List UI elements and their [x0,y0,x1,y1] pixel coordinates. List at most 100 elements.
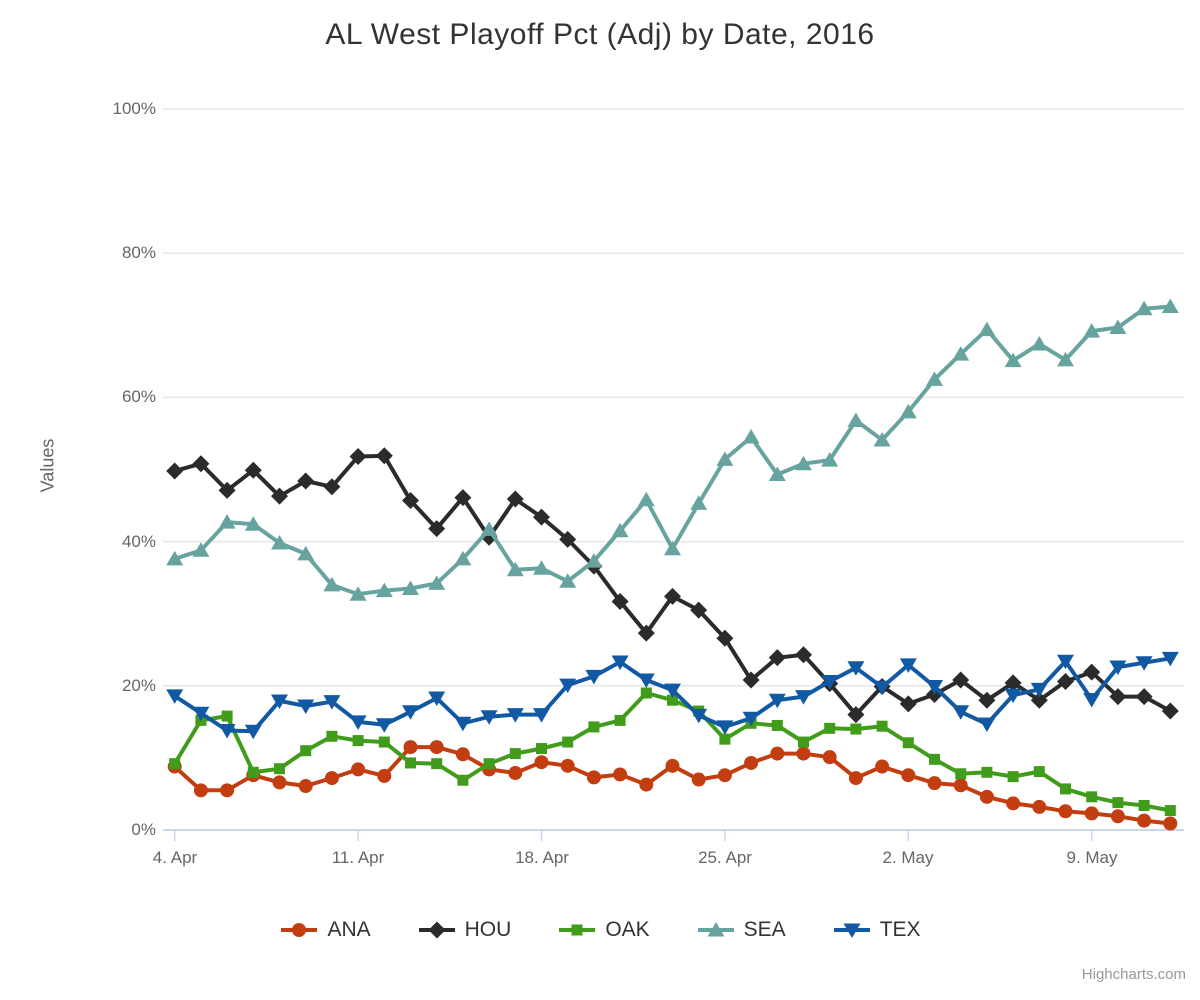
data-point-HOU-0[interactable] [166,462,184,480]
data-point-SEA-27[interactable] [873,431,891,447]
data-point-SEA-11[interactable] [454,550,472,566]
data-point-ANA-15[interactable] [560,758,575,773]
data-point-OAK-0[interactable] [169,758,181,770]
data-point-OAK-4[interactable] [274,763,285,775]
data-point-SEA-2[interactable] [218,514,236,529]
data-point-SEA-14[interactable] [533,560,550,575]
data-point-HOU-6[interactable] [323,478,341,496]
data-point-TEX-2[interactable] [218,724,236,739]
data-point-SEA-37[interactable] [1135,300,1153,316]
data-point-OAK-10[interactable] [431,758,443,770]
data-point-TEX-37[interactable] [1135,656,1153,671]
data-point-OAK-8[interactable] [378,736,390,748]
data-point-SEA-25[interactable] [821,452,839,467]
data-point-ANA-21[interactable] [717,768,732,783]
data-point-HOU-38[interactable] [1161,702,1179,720]
data-point-SEA-33[interactable] [1030,336,1048,351]
data-point-HOU-13[interactable] [506,490,524,508]
data-point-HOU-14[interactable] [533,508,550,526]
data-point-TEX-21[interactable] [716,720,734,735]
data-point-SEA-6[interactable] [323,576,341,592]
data-point-HOU-31[interactable] [978,691,996,709]
data-point-TEX-22[interactable] [742,711,760,727]
data-point-SEA-5[interactable] [297,545,315,561]
data-point-SEA-17[interactable] [611,522,629,538]
data-point-TEX-23[interactable] [768,693,786,709]
data-point-HOU-26[interactable] [847,706,865,724]
data-point-SEA-26[interactable] [847,412,865,427]
data-point-SEA-34[interactable] [1057,351,1074,367]
data-point-OAK-13[interactable] [509,748,521,760]
data-point-TEX-8[interactable] [375,718,393,733]
data-point-OAK-31[interactable] [981,766,993,778]
data-point-TEX-12[interactable] [480,710,498,725]
data-point-ANA-4[interactable] [272,775,287,790]
legend-item-sea[interactable]: SEA [696,918,786,942]
data-point-OAK-3[interactable] [247,766,259,778]
data-point-OAK-5[interactable] [300,745,312,757]
data-point-OAK-36[interactable] [1112,797,1124,809]
data-point-OAK-17[interactable] [614,714,626,726]
data-point-OAK-7[interactable] [352,735,364,747]
data-point-TEX-16[interactable] [585,669,603,685]
data-point-HOU-20[interactable] [690,601,708,619]
data-point-SEA-1[interactable] [192,542,210,557]
data-point-OAK-28[interactable] [902,737,914,749]
data-point-TEX-34[interactable] [1057,654,1074,670]
data-point-HOU-21[interactable] [716,629,734,647]
data-point-SEA-20[interactable] [690,495,708,510]
data-point-TEX-31[interactable] [978,717,996,733]
data-point-SEA-32[interactable] [1004,352,1022,368]
data-point-ANA-13[interactable] [508,766,523,781]
data-point-ANA-19[interactable] [665,758,680,773]
data-point-SEA-30[interactable] [952,346,970,361]
data-point-ANA-1[interactable] [193,783,208,798]
data-point-TEX-5[interactable] [297,699,315,714]
data-point-ANA-18[interactable] [639,777,654,792]
data-point-TEX-25[interactable] [821,674,839,690]
data-point-SEA-0[interactable] [166,550,184,566]
data-point-OAK-2[interactable] [221,710,233,722]
data-point-TEX-10[interactable] [428,691,446,707]
data-point-SEA-10[interactable] [428,575,446,590]
data-point-OAK-15[interactable] [562,736,574,748]
data-point-TEX-13[interactable] [506,708,524,723]
data-point-HOU-23[interactable] [768,649,786,667]
data-point-ANA-30[interactable] [953,778,968,793]
data-point-ANA-20[interactable] [691,772,706,787]
data-point-HOU-35[interactable] [1083,663,1101,681]
data-point-ANA-26[interactable] [848,771,863,786]
data-point-ANA-36[interactable] [1110,809,1125,824]
data-point-SEA-23[interactable] [768,466,786,482]
data-point-SEA-29[interactable] [926,371,943,386]
data-point-ANA-14[interactable] [534,755,549,770]
data-point-TEX-27[interactable] [873,680,891,696]
data-point-HOU-8[interactable] [375,447,393,465]
data-point-ANA-11[interactable] [455,747,470,762]
data-point-HOU-3[interactable] [244,461,262,479]
highcharts-credit-link[interactable]: Highcharts.com [1081,966,1186,983]
data-point-HOU-30[interactable] [952,671,970,689]
legend-item-ana[interactable]: ANA [279,918,371,942]
data-point-OAK-11[interactable] [457,774,469,786]
data-point-ANA-17[interactable] [613,767,628,782]
data-point-TEX-32[interactable] [1004,688,1022,704]
data-point-HOU-18[interactable] [637,624,655,642]
data-point-ANA-2[interactable] [220,783,235,798]
data-point-ANA-29[interactable] [927,776,942,791]
data-point-ANA-31[interactable] [979,789,994,804]
data-point-SEA-4[interactable] [271,535,288,550]
data-point-ANA-22[interactable] [744,755,759,770]
data-point-SEA-9[interactable] [402,580,419,595]
data-point-HOU-11[interactable] [454,489,472,507]
data-point-HOU-37[interactable] [1135,688,1153,706]
data-point-HOU-10[interactable] [428,520,446,538]
data-point-OAK-34[interactable] [1060,783,1071,795]
data-point-TEX-4[interactable] [271,694,288,709]
data-point-TEX-30[interactable] [952,705,970,720]
data-point-ANA-32[interactable] [1006,796,1021,811]
data-point-TEX-11[interactable] [454,716,472,732]
data-point-OAK-23[interactable] [771,719,783,731]
data-point-SEA-8[interactable] [375,582,393,598]
data-point-OAK-26[interactable] [850,723,862,735]
